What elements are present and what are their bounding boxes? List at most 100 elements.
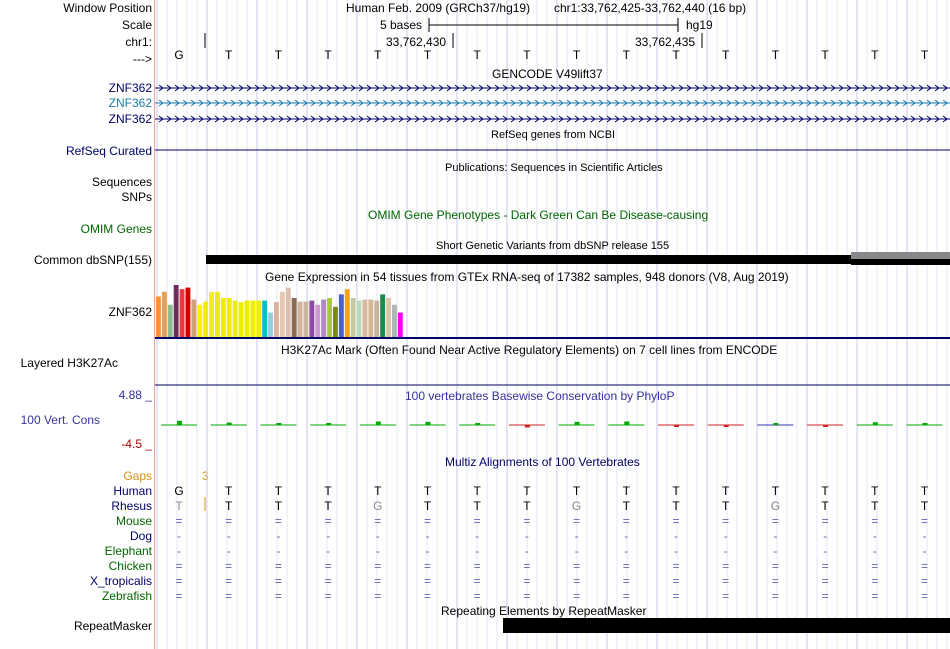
gtex-tissue-bar [309, 300, 315, 337]
strand-arrow [494, 99, 500, 107]
gtex-tissue-bar [291, 298, 297, 337]
gencode-track-title[interactable]: GENCODE V49lift37 [492, 67, 603, 81]
strand-arrow [238, 115, 244, 123]
omim-track-label[interactable]: OMIM Genes [80, 222, 152, 236]
gtex-tissue-bar [185, 287, 191, 337]
species-label[interactable]: Dog [129, 529, 152, 543]
strand-arrow [414, 115, 420, 123]
phylop-score-bar [773, 423, 779, 425]
strand-arrow [894, 84, 900, 92]
alignment-base: - [922, 544, 927, 558]
gtex-tissue-bar [232, 300, 238, 337]
strand-arrow [934, 84, 940, 92]
gtex-gene-label[interactable]: ZNF362 [108, 305, 152, 319]
snps-label[interactable]: SNPs [121, 190, 152, 204]
gtex-track-title[interactable]: Gene Expression in 54 tissues from GTEx … [265, 270, 789, 284]
strand-arrow [366, 84, 372, 92]
alignment-base: = [523, 589, 531, 603]
strand-arrow [742, 99, 748, 107]
alignment-base: - [326, 529, 331, 543]
alignment-base: = [622, 559, 630, 573]
species-label[interactable]: Elephant [104, 544, 152, 558]
alignment-base: T [523, 484, 531, 498]
species-label[interactable]: X_tropicalis [89, 574, 152, 588]
strand-arrow [342, 115, 348, 123]
omim-track-title[interactable]: OMIM Gene Phenotypes - Dark Green Can Be… [368, 208, 709, 222]
base-letter: T [225, 48, 233, 62]
sequences-label[interactable]: Sequences [91, 175, 152, 189]
species-label[interactable]: Human [113, 484, 152, 498]
gencode-track-label[interactable]: ZNF362 [108, 81, 152, 95]
strand-arrow [814, 115, 820, 123]
refseq-track-title[interactable]: RefSeq genes from NCBI [491, 129, 616, 141]
strand-arrow [222, 84, 228, 92]
strand-arrow [822, 99, 828, 107]
strand-arrow [646, 115, 652, 123]
strand-arrow [542, 84, 548, 92]
strand-arrow [750, 99, 756, 107]
strand-arrow [606, 115, 612, 123]
strand-arrow [422, 99, 428, 107]
strand-arrow [822, 84, 828, 92]
strand-arrow [574, 84, 580, 92]
strand-arrow [814, 84, 820, 92]
strand-arrow [222, 115, 228, 123]
strand-arrow [302, 99, 308, 107]
alignment-base: = [423, 589, 431, 603]
alignment-base: = [672, 574, 680, 588]
strand-arrow [518, 115, 524, 123]
strand-arrow [782, 99, 788, 107]
alignment-base: = [175, 589, 183, 603]
strand-arrow [774, 84, 780, 92]
gencode-track-label[interactable]: ZNF362 [108, 112, 152, 126]
species-label[interactable]: Chicken [108, 559, 152, 573]
phylop-score-bar [823, 425, 829, 427]
strand-arrow [630, 99, 636, 107]
alignment-base: = [274, 589, 282, 603]
multiz-track-title[interactable]: Multiz Alignments of 100 Vertebrates [445, 455, 640, 469]
dbsnp-variant-bar [851, 252, 950, 259]
dbsnp-track-title[interactable]: Short Genetic Variants from dbSNP releas… [436, 240, 670, 252]
species-label[interactable]: Rhesus [111, 499, 152, 513]
strand-arrow [710, 84, 716, 92]
strand-arrow [846, 99, 852, 107]
h3k27ac-track-title[interactable]: H3K27Ac Mark (Often Found Near Active Re… [281, 343, 778, 357]
alignment-base: = [871, 559, 879, 573]
alignment-base: - [475, 529, 480, 543]
base-letter: T [920, 48, 929, 62]
strand-arrow [326, 99, 332, 107]
alignment-base: = [473, 514, 481, 528]
strand-arrow [478, 84, 484, 92]
strand-arrow [766, 84, 772, 92]
gtex-tissue-bar [279, 291, 285, 337]
dbsnp-track-label[interactable]: Common dbSNP(155) [33, 253, 152, 267]
species-label[interactable]: Zebrafish [101, 589, 152, 603]
alignment-base: = [573, 514, 581, 528]
strand-arrow [606, 84, 612, 92]
strand-arrow [470, 84, 476, 92]
strand-arrow [694, 84, 700, 92]
alignment-base: - [177, 529, 181, 543]
strand-arrow [854, 99, 860, 107]
repeatmasker-track-label[interactable]: RepeatMasker [73, 619, 152, 633]
strand-arrow [702, 99, 708, 107]
strand-arrow [358, 99, 364, 107]
cons-max-label: 4.88 _ [118, 388, 152, 402]
gencode-track-label[interactable]: ZNF362 [108, 96, 152, 110]
phylop-track-title[interactable]: 100 vertebrates Basewise Conservation by… [405, 389, 675, 403]
strand-arrow [798, 99, 804, 107]
phylop-score-bar [326, 423, 332, 425]
species-label[interactable]: Mouse [115, 514, 152, 528]
alignment-base: - [425, 529, 430, 543]
refseq-track-label[interactable]: RefSeq Curated [65, 144, 152, 158]
cons-track-label[interactable]: 100 Vert. Cons [20, 413, 100, 427]
alignment-base: - [226, 544, 231, 558]
publications-track-title[interactable]: Publications: Sequences in Scientific Ar… [445, 162, 663, 174]
gtex-tissue-bar [220, 298, 226, 337]
gtex-tissue-bar [356, 300, 362, 337]
strand-arrow [646, 99, 652, 107]
h3k27ac-track-label[interactable]: Layered H3K27Ac [20, 356, 118, 370]
alignment-base: G [174, 484, 184, 498]
repeatmasker-track-title[interactable]: Repeating Elements by RepeatMasker [441, 604, 647, 618]
strand-arrow [358, 115, 364, 123]
